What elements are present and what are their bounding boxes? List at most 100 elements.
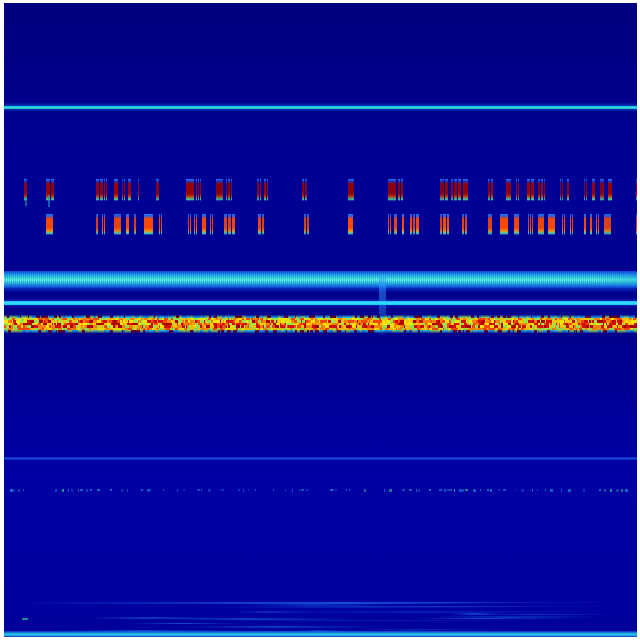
noise-cell	[605, 327, 606, 332]
noise-cell	[337, 325, 339, 329]
noise-cell	[410, 327, 412, 332]
noise-cell	[260, 315, 261, 319]
noise-cell	[79, 317, 80, 321]
noise-cell	[572, 327, 574, 332]
noise-cell	[142, 315, 143, 319]
noise-cell	[404, 320, 406, 324]
noise-cell	[310, 325, 312, 329]
burst-cell	[260, 179, 261, 201]
noise-cell	[38, 330, 41, 333]
spectrogram-plot-area[interactable]	[4, 3, 637, 637]
noise-cell	[167, 315, 168, 319]
comb-tooth	[126, 271, 127, 288]
burst-cell	[608, 179, 612, 201]
noise-cell	[97, 325, 99, 329]
noise-cell	[196, 325, 200, 329]
noise-cell	[537, 315, 538, 319]
comb-tooth	[540, 271, 541, 288]
noise-cell	[629, 317, 630, 321]
noise-cell	[351, 327, 352, 332]
noise-cell	[633, 317, 636, 321]
comb-tooth	[436, 271, 437, 288]
comb-tooth	[282, 271, 283, 288]
noise-cell	[476, 317, 478, 321]
noise-cell	[453, 330, 457, 333]
noise-cell	[163, 322, 166, 326]
noise-cell	[104, 327, 106, 332]
noise-cell	[303, 330, 304, 333]
noise-cell	[393, 320, 395, 324]
noise-cell	[451, 322, 454, 326]
noise-cell	[145, 327, 146, 332]
noise-cell	[41, 330, 42, 333]
noise-cell	[294, 322, 297, 326]
noise-cell	[84, 317, 88, 321]
trace-dot	[68, 489, 69, 492]
noise-cell	[485, 322, 487, 326]
noise-cell	[626, 320, 627, 324]
noise-cell	[396, 330, 399, 333]
comb-tooth	[342, 271, 343, 288]
noise-cell	[411, 317, 413, 321]
noise-cell	[380, 327, 382, 332]
noise-cell	[569, 325, 573, 329]
comb-tooth	[480, 271, 481, 288]
comb-tooth	[170, 271, 171, 288]
noise-cell	[89, 327, 91, 332]
burst-cell	[304, 214, 306, 235]
comb-tooth	[612, 271, 613, 288]
noise-cell	[394, 325, 396, 329]
comb-tooth	[274, 271, 275, 288]
noise-cell	[97, 330, 101, 333]
noise-cell	[24, 317, 26, 321]
noise-cell	[13, 327, 14, 332]
comb-tooth	[192, 271, 193, 288]
noise-cell	[471, 317, 473, 321]
noise-cell	[510, 320, 511, 324]
noise-cell	[91, 327, 95, 332]
comb-tooth	[146, 271, 147, 288]
burst-row-lower	[4, 214, 637, 235]
noise-cell	[379, 317, 381, 321]
noise-cell	[214, 315, 217, 319]
noise-cell	[141, 327, 144, 332]
smear-streak	[431, 616, 602, 619]
noise-cell	[241, 325, 244, 329]
comb-tooth	[602, 271, 603, 288]
noise-cell	[182, 325, 185, 329]
noise-cell	[380, 315, 384, 319]
noise-cell	[18, 320, 20, 324]
noise-cell	[507, 325, 511, 329]
noise-cell	[80, 322, 83, 326]
noise-cell	[14, 322, 15, 326]
trace-dot	[248, 489, 249, 491]
noise-cell	[409, 330, 410, 333]
noise-cell	[327, 320, 328, 324]
burst-row-upper	[4, 179, 637, 201]
trace-dot	[141, 489, 143, 491]
trace-dot	[10, 489, 13, 492]
noise-cell	[227, 330, 231, 333]
noise-cell	[511, 322, 513, 326]
noise-cell	[566, 320, 567, 324]
burst-cell	[590, 214, 592, 235]
noise-cell	[607, 325, 608, 329]
comb-tooth	[566, 271, 567, 288]
comb-tooth	[394, 271, 395, 288]
noise-cell	[550, 315, 554, 319]
noise-cell	[140, 325, 142, 329]
burst-cell	[562, 179, 563, 201]
noise-cell	[529, 330, 531, 333]
noise-cell	[19, 330, 22, 333]
noise-cell	[440, 325, 443, 329]
noise-cell	[32, 330, 36, 333]
noise-cell	[118, 330, 122, 333]
noise-cell	[312, 315, 315, 319]
noise-cell	[388, 317, 391, 321]
noise-cell	[287, 327, 290, 332]
noise-cell	[59, 315, 61, 319]
noise-cell	[101, 320, 103, 324]
noise-cell	[470, 330, 472, 333]
noise-cell	[145, 315, 149, 319]
noise-cell	[106, 317, 108, 321]
